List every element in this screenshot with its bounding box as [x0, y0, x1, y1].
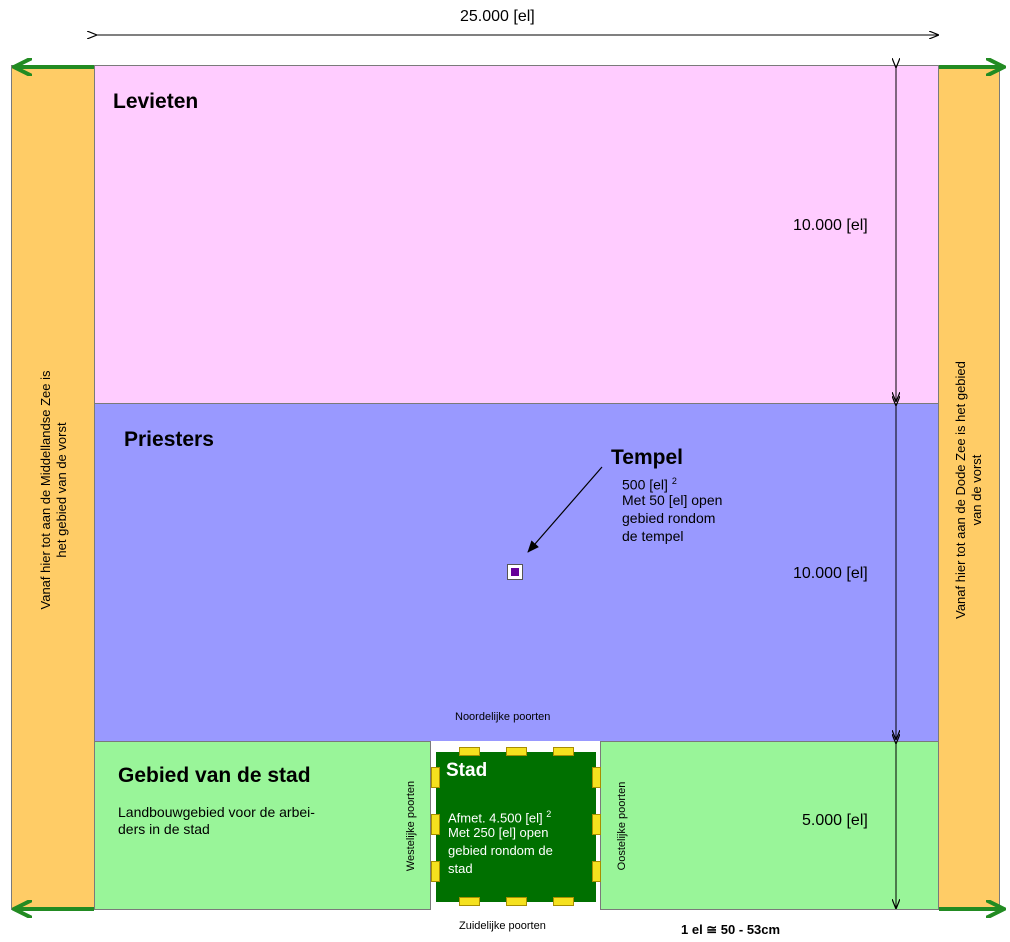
priesters-height-label: 10.000 [el] — [793, 565, 868, 582]
right-strip-line2: van de vorst — [969, 454, 984, 526]
levieten-height-label: 10.000 [el] — [793, 217, 868, 234]
stad-line4: stad — [448, 861, 473, 876]
gate-west-2 — [431, 814, 440, 835]
levieten-title: Levieten — [113, 90, 199, 113]
stad-size: Afmet. 4.500 [el] 2 — [448, 806, 551, 826]
scale-note: 1 el ≅ 50 - 53cm — [681, 922, 781, 937]
stad-title: Stad — [446, 760, 488, 781]
stad-gebied-title: Gebied van de stad — [118, 764, 311, 787]
gate-west-3 — [431, 861, 440, 882]
gate-east-1 — [592, 767, 601, 788]
left-strip-vorst — [11, 65, 95, 910]
gate-north-1 — [459, 747, 480, 756]
west-gates-label: Westelijke poorten — [405, 780, 417, 872]
tempel-title: Tempel — [611, 446, 683, 469]
right-strip-vorst — [938, 65, 1000, 910]
gate-south-2 — [506, 897, 527, 906]
stad-line2: Met 250 [el] open — [448, 825, 549, 840]
gate-east-2 — [592, 814, 601, 835]
left-strip-text: Vanaf hier tot aan de Middellandse Zee i… — [38, 371, 70, 610]
stad-block — [436, 752, 596, 902]
tempel-size-sup: 2 — [671, 476, 677, 486]
tempel-marker — [507, 564, 523, 580]
south-gates-label: Zuidelijke poorten — [459, 920, 546, 932]
top-width-label: 25.000 [el] — [460, 8, 535, 25]
stad-line3: gebied rondom de — [448, 843, 553, 858]
tempel-size-text: 500 [el] — [622, 476, 668, 493]
right-strip-text: Vanaf hier tot aan de Dode Zee is het ge… — [953, 361, 985, 619]
stad-size-text: Afmet. 4.500 [el] — [448, 810, 543, 826]
gate-north-2 — [506, 747, 527, 756]
tempel-size: 500 [el] 2 — [622, 473, 677, 494]
gate-south-1 — [459, 897, 480, 906]
stad-size-sup: 2 — [546, 809, 552, 819]
gate-west-1 — [431, 767, 440, 788]
east-gates-label: Oostelijke poorten — [616, 781, 628, 871]
gate-east-3 — [592, 861, 601, 882]
priesters-title: Priesters — [124, 428, 214, 451]
north-gates-label: Noordelijke poorten — [455, 711, 551, 723]
gate-south-3 — [553, 897, 574, 906]
left-strip-line1: Vanaf hier tot aan de Middellandse Zee i… — [38, 370, 53, 610]
right-strip-line1: Vanaf hier tot aan de Dode Zee is het ge… — [953, 361, 968, 619]
stad-gebied-description-1: Landbouwgebied voor de arbei- — [118, 804, 315, 820]
tempel-line2: Met 50 [el] open — [622, 492, 723, 508]
tempel-line4: de tempel — [622, 528, 684, 544]
left-strip-line2: het gebied van de vorst — [54, 422, 69, 558]
stad-gebied-height-label: 5.000 [el] — [802, 812, 868, 829]
gate-north-3 — [553, 747, 574, 756]
stad-gebied-description-2: ders in de stad — [118, 821, 210, 837]
tempel-line3: gebied rondom — [622, 510, 716, 526]
